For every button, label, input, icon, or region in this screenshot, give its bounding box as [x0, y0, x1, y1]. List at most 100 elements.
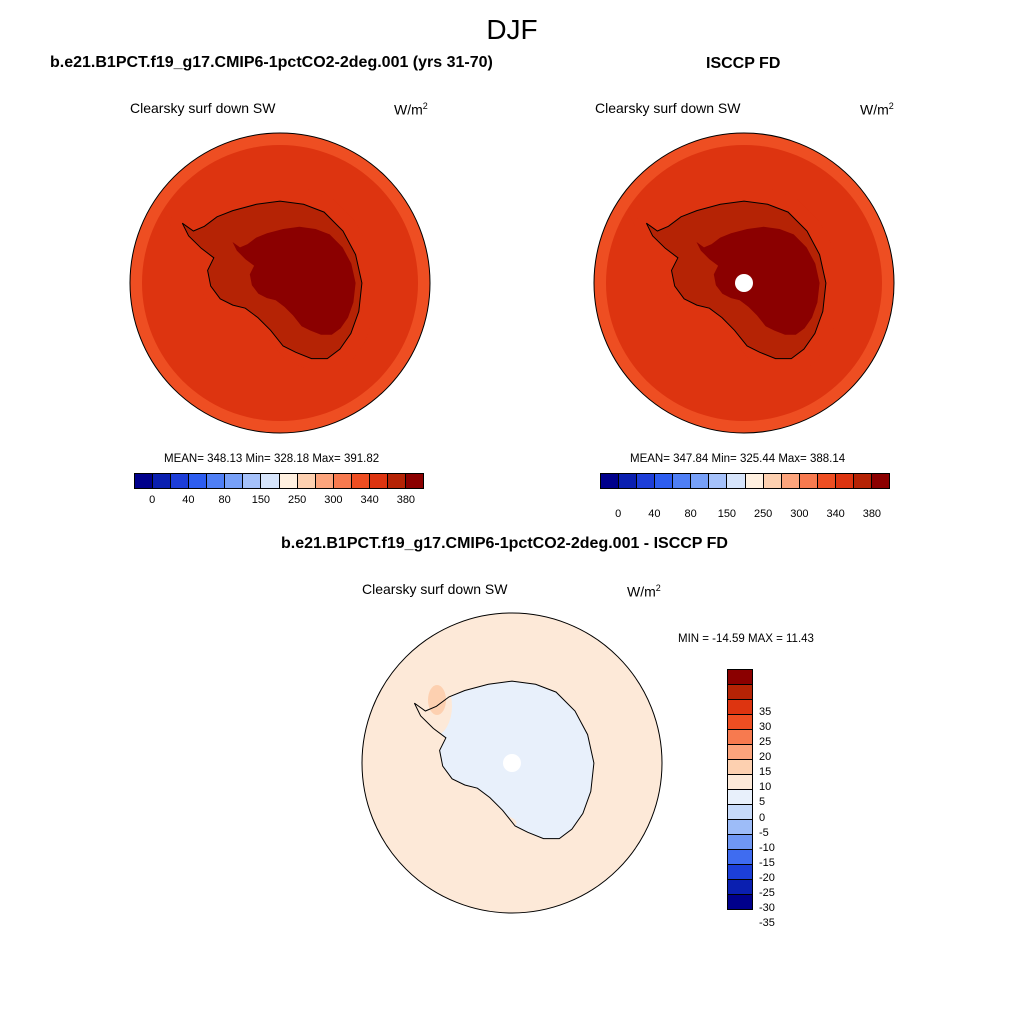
- colorbar-segment: [728, 775, 752, 790]
- colorbar-tick-label: 250: [753, 508, 773, 520]
- colorbar-tick-label: 150: [717, 508, 737, 520]
- colorbar-segment: [261, 474, 280, 488]
- colorbar-segment: [781, 474, 800, 488]
- colorbar-tick-label: 15: [759, 766, 772, 779]
- panel3-colorbar-ticks: 35 30 25 20 15 10 5 0 -5 -10 -15 -20 -25 -30 -35: [759, 697, 799, 938]
- colorbar-segment: [243, 474, 262, 488]
- colorbar-segment: [728, 865, 752, 880]
- colorbar-tick-label: -20: [759, 871, 775, 884]
- colorbar-segment: [351, 474, 370, 488]
- colorbar-segment: [871, 474, 889, 488]
- colorbar-segment: [655, 474, 674, 488]
- panel3-colorbar: [727, 669, 753, 910]
- colorbar-segment: [728, 730, 752, 745]
- panel1-stats: MEAN= 348.13 Min= 328.18 Max= 391.82: [164, 453, 380, 465]
- colorbar-tick-label: 10: [759, 781, 772, 794]
- colorbar-segment: [369, 474, 388, 488]
- colorbar-segment: [619, 474, 638, 488]
- panel2-units: W/m2: [860, 101, 894, 118]
- panel3-band-peninsula-core: [428, 685, 446, 715]
- panel2-variable: Clearsky surf down SW: [595, 100, 741, 116]
- panel3-title: b.e21.B1PCT.f19_g17.CMIP6-1pctCO2-2deg.0…: [281, 535, 728, 552]
- colorbar-tick-label: 300: [324, 494, 343, 506]
- panel2-pole-missing: [735, 274, 753, 292]
- panel1-units: W/m2: [394, 101, 428, 118]
- panel1-map-border: [129, 132, 431, 434]
- colorbar-segment: [333, 474, 352, 488]
- panel3-variable: Clearsky surf down SW: [362, 581, 508, 597]
- colorbar-segment: [297, 474, 316, 488]
- colorbar-segment: [315, 474, 334, 488]
- colorbar-tick-label: 340: [360, 494, 379, 506]
- panel2-colorbar: [600, 473, 890, 489]
- colorbar-tick-label: 40: [648, 508, 661, 520]
- panel1-coastline: [181, 200, 363, 360]
- colorbar-segment: [405, 474, 423, 488]
- panel3-coastline: [413, 680, 595, 840]
- colorbar-tick-label: 380: [862, 508, 882, 520]
- panel2-stats: MEAN= 347.84 Min= 325.44 Max= 388.14: [630, 453, 846, 465]
- colorbar-tick-label: 340: [826, 508, 845, 520]
- colorbar-tick-label: 20: [759, 751, 772, 764]
- colorbar-tick-label: 80: [684, 508, 697, 520]
- colorbar-tick-label: -5: [759, 826, 769, 839]
- colorbar-segment: [728, 745, 752, 760]
- panel3-stats: MIN = -14.59 MAX = 11.43: [678, 633, 814, 645]
- panel2-title: ISCCP FD: [706, 55, 781, 72]
- colorbar-tick-label: 0: [615, 508, 622, 520]
- colorbar-segment: [728, 790, 752, 805]
- colorbar-segment: [207, 474, 226, 488]
- colorbar-segment: [225, 474, 244, 488]
- colorbar-tick-label: 80: [218, 494, 231, 506]
- colorbar-tick-label: 40: [182, 494, 195, 506]
- colorbar-segment: [853, 474, 872, 488]
- panel1-band-plateau: [232, 226, 356, 335]
- panel1-title: b.e21.B1PCT.f19_g17.CMIP6-1pctCO2-2deg.0…: [50, 54, 493, 71]
- panel1-field: [130, 133, 430, 433]
- colorbar-segment: [691, 474, 710, 488]
- colorbar-segment: [673, 474, 692, 488]
- panel2-coastline: [645, 200, 827, 360]
- colorbar-tick-label: 25: [759, 736, 772, 749]
- panel1-colorbar: [134, 473, 424, 489]
- panel2-band-plateau: [696, 226, 820, 335]
- season-title: DJF: [486, 14, 538, 45]
- panel1-variable: Clearsky surf down SW: [130, 100, 276, 116]
- colorbar-tick-label: 5: [759, 796, 766, 809]
- colorbar-segment: [728, 880, 752, 895]
- colorbar-segment: [727, 474, 746, 488]
- panel3-pole-missing: [503, 754, 521, 772]
- colorbar-segment: [728, 835, 752, 850]
- panel2-map-border: [593, 132, 895, 434]
- colorbar-tick-label: 150: [251, 494, 271, 506]
- colorbar-segment: [387, 474, 406, 488]
- colorbar-tick-label: 0: [149, 494, 156, 506]
- colorbar-segment: [709, 474, 728, 488]
- colorbar-tick-label: -30: [759, 901, 775, 914]
- colorbar-tick-label: 300: [790, 508, 809, 520]
- colorbar-segment: [728, 820, 752, 835]
- colorbar-segment: [835, 474, 854, 488]
- colorbar-tick-label: 250: [287, 494, 307, 506]
- colorbar-segment: [279, 474, 298, 488]
- colorbar-segment: [799, 474, 818, 488]
- colorbar-segment: [728, 850, 752, 865]
- colorbar-segment: [171, 474, 190, 488]
- panel2-colorbar-ticks: 0 40 80 150 250 300 340 380: [600, 508, 890, 522]
- colorbar-tick-label: 0: [759, 811, 766, 824]
- colorbar-segment: [763, 474, 782, 488]
- colorbar-segment: [637, 474, 656, 488]
- panel1-colorbar-ticks: 0 40 80 150 250 300 340 380: [134, 494, 424, 508]
- colorbar-segment: [728, 715, 752, 730]
- colorbar-segment: [153, 474, 172, 488]
- colorbar-segment: [728, 700, 752, 715]
- colorbar-segment: [817, 474, 836, 488]
- colorbar-segment: [728, 670, 752, 685]
- panel3-units: W/m2: [627, 583, 661, 600]
- panel3-band-ross: [462, 814, 517, 832]
- colorbar-tick-label: -10: [759, 841, 775, 854]
- colorbar-segment: [189, 474, 208, 488]
- colorbar-tick-label: -25: [759, 886, 775, 899]
- colorbar-segment: [728, 895, 752, 909]
- colorbar-segment: [745, 474, 764, 488]
